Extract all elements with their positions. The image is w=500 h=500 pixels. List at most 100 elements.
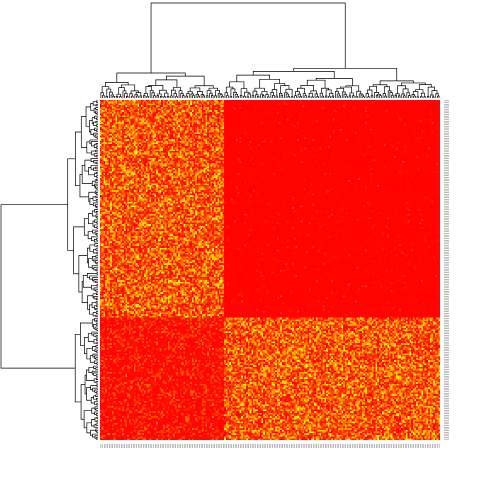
dendrogram-link-357: [91, 370, 98, 375]
dendrogram-link-46: [172, 87, 181, 91]
dendrogram-link-329: [96, 328, 98, 331]
dendrogram-link-220: [85, 106, 91, 127]
dendrogram-link-396: [74, 333, 82, 403]
dendrogram-link-94: [265, 94, 269, 98]
dendrogram-link-77: [233, 91, 237, 98]
dendrogram-link-8: [115, 96, 119, 98]
dendrogram-link-389: [95, 437, 98, 440]
dendrogram-link-53: [197, 95, 200, 98]
dendrogram-link-269: [96, 226, 98, 229]
dendrogram-link-304: [95, 289, 98, 292]
dendrogram-link-102: [279, 93, 283, 98]
dendrogram-link-192: [431, 90, 438, 96]
dendrogram-link-7: [101, 86, 110, 93]
dendrogram-link-239: [96, 175, 98, 178]
dendrogram-link-101: [280, 94, 284, 98]
dendrogram-link-348: [93, 360, 98, 364]
dendrogram-link-318: [95, 314, 98, 318]
dendrogram-link-307: [82, 275, 92, 288]
dendrogram-link-24: [143, 95, 146, 98]
dendrogram-link-135: [338, 95, 341, 98]
dendrogram-link-19: [139, 95, 142, 98]
dendrogram-link-149: [358, 93, 363, 98]
dendrogram-link-156: [370, 95, 374, 98]
dendrogram-link-349: [89, 355, 95, 363]
dendrogram-link-319: [92, 312, 97, 317]
dendrogram-link-296: [87, 247, 90, 264]
dendrogram-link-274: [94, 231, 98, 235]
dendrogram-link-178: [397, 85, 406, 94]
dendrogram-link-352: [80, 322, 93, 346]
dendrogram-link-9: [119, 96, 122, 98]
dendrogram-link-363: [96, 384, 98, 387]
dendrogram-link-164: [382, 93, 386, 98]
dendrogram-link-384: [95, 423, 98, 426]
dendrogram-link-27: [153, 95, 156, 98]
dendrogram-link-147: [362, 96, 365, 98]
dendrogram-link-381: [96, 416, 98, 420]
dendrogram-link-232: [95, 161, 98, 165]
dendrogram-link-166: [389, 92, 393, 98]
dendrogram-link-306: [91, 284, 97, 290]
dendrogram-link-34: [163, 96, 166, 98]
dendrogram-link-368: [95, 394, 98, 397]
dendrogram-link-121: [308, 92, 313, 97]
dendrogram-link-291: [91, 256, 96, 261]
dendrogram-link-130: [331, 95, 335, 98]
dendrogram-link-216: [94, 134, 98, 138]
dendrogram-link-127: [319, 92, 324, 98]
dendrogram-link-35: [166, 96, 170, 98]
dendrogram-link-283: [95, 248, 98, 251]
dendrogram-link-378: [95, 413, 98, 416]
dendrogram-link-210: [96, 124, 98, 127]
dendrogram-link-155: [365, 93, 369, 98]
dendrogram-link-247: [94, 183, 98, 188]
dendrogram-link-392: [90, 429, 96, 436]
dendrogram-link-245: [96, 187, 98, 190]
dendrogram-link-206: [90, 103, 95, 111]
dendrogram-link-108: [280, 85, 290, 94]
dendrogram-link-120: [311, 96, 314, 98]
dendrogram-link-86: [229, 81, 245, 89]
dendrogram-link-72: [226, 95, 229, 98]
dendrogram-link-92: [260, 93, 264, 98]
dendrogram-link-395: [80, 384, 86, 420]
dendrogram-link-183: [420, 96, 423, 98]
dendrogram-link-117: [302, 93, 307, 98]
dendrogram-link-371: [96, 403, 98, 406]
dendrogram-link-153: [252, 71, 335, 79]
dendrogram-link-122: [316, 96, 319, 98]
dendrogram-link-110: [259, 78, 280, 89]
dendrogram-link-15: [131, 95, 134, 98]
dendrogram-link-87: [251, 95, 255, 98]
dendrogram-link-173: [403, 95, 406, 98]
dendrogram-link-11: [126, 96, 129, 98]
dendrogram-link-193: [427, 86, 435, 97]
dendrogram-link-89: [255, 94, 259, 98]
dendrogram-link-200: [95, 103, 98, 107]
dendrogram-link-311: [92, 293, 97, 298]
dendrogram-link-393: [86, 422, 92, 434]
dendrogram-link-99: [275, 95, 278, 98]
dendrogram-link-163: [384, 95, 387, 98]
dendrogram-link-84: [244, 91, 250, 97]
dendrogram-link-394: [83, 410, 92, 429]
dendrogram-link-32: [160, 96, 163, 98]
dendrogram-link-134: [306, 79, 326, 89]
dendrogram-link-242: [84, 159, 92, 172]
dendrogram-link-223: [93, 143, 97, 148]
dendrogram-link-236: [93, 167, 98, 171]
dendrogram-link-197: [293, 67, 398, 81]
dendrogram-link-388: [95, 428, 98, 432]
dendrogram-link-309: [95, 297, 98, 301]
dendrogram-link-354: [93, 365, 98, 369]
dendrogram-link-298: [95, 280, 98, 284]
dendrogram-link-301: [89, 275, 98, 280]
dendrogram-link-227: [95, 154, 98, 158]
dendrogram-link-339: [87, 333, 94, 342]
dendrogram-link-182: [412, 91, 419, 97]
dendrogram-link-188: [432, 96, 435, 98]
dendrogram-link-31: [156, 95, 159, 98]
dendrogram-link-248: [91, 180, 96, 186]
dendrogram-link-90: [252, 90, 258, 96]
